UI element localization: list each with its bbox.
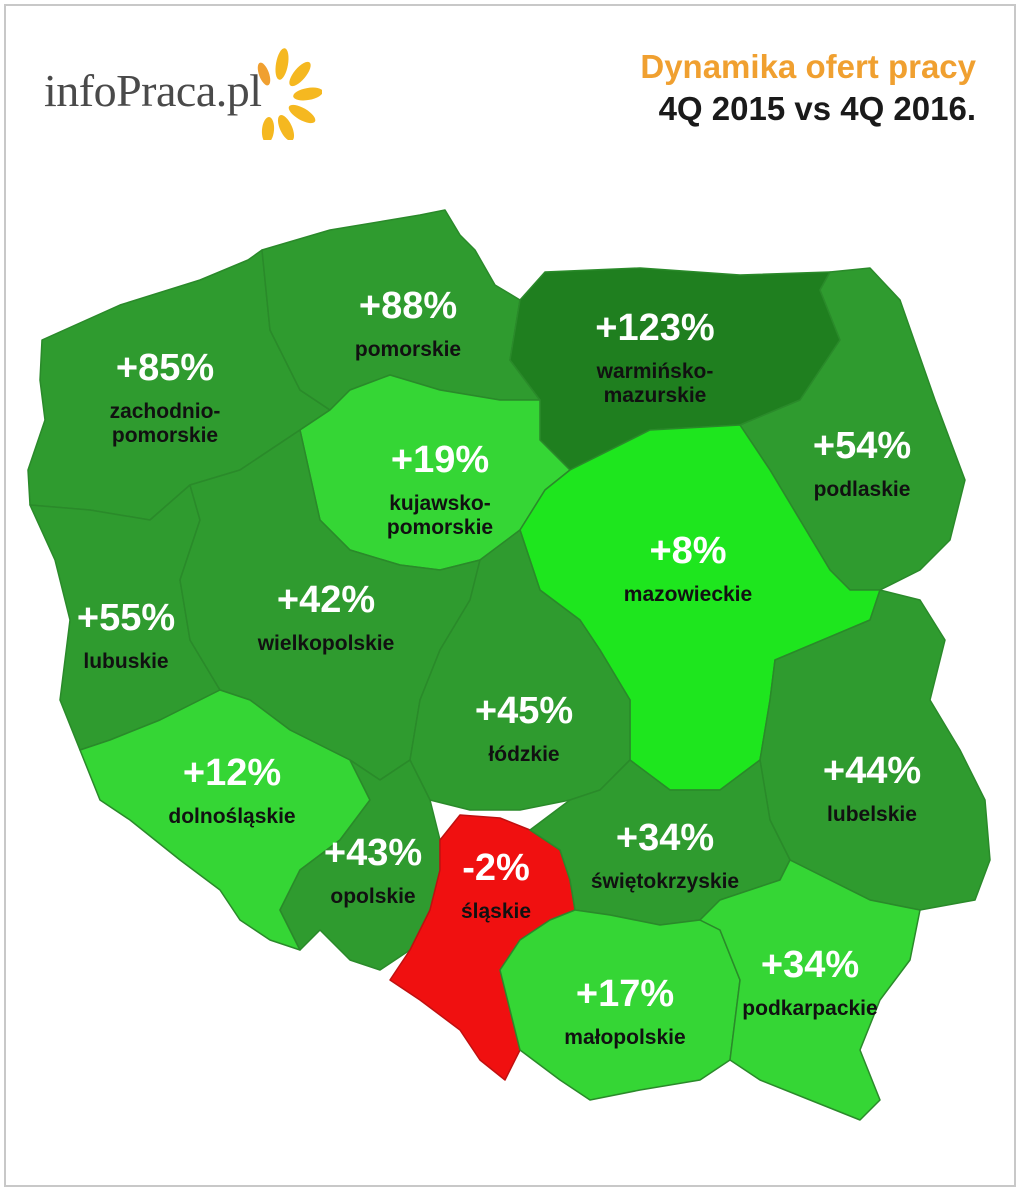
region-label-podlaskie: podlaskie	[814, 478, 911, 501]
region-value-lubuskie: +55%	[77, 597, 175, 639]
title-line-1: Dynamika ofert pracy	[640, 48, 976, 85]
logo-text: infoPraca.pl	[44, 65, 262, 116]
region-label-kujawsko-pomorskie: kujawsko-	[389, 492, 491, 515]
region-value-warminsko-mazurskie: +123%	[595, 307, 714, 349]
region-value-lubelskie: +44%	[823, 750, 921, 792]
region-value-podkarpackie: +34%	[761, 944, 859, 986]
region-value-kujawsko-pomorskie: +19%	[391, 439, 489, 481]
region-label-lodzkie: łódzkie	[488, 743, 559, 766]
region-value-mazowieckie: +8%	[649, 530, 726, 572]
region-label-mazowieckie: mazowieckie	[624, 583, 752, 606]
image-frame	[4, 4, 1016, 1187]
region-value-podlaskie: +54%	[813, 425, 911, 467]
region-label-swietokrzyskie: świętokrzyskie	[591, 870, 739, 893]
infopraca-logo: infoPraca.pl	[44, 44, 324, 140]
region-label-zachodniopomorskie: pomorskie	[112, 424, 218, 447]
region-value-zachodniopomorskie: +85%	[116, 347, 214, 389]
region-label-malopolskie: małopolskie	[564, 1026, 685, 1049]
region-opolskie	[279, 759, 441, 971]
region-podkarpackie	[699, 859, 921, 1121]
region-label-lubelskie: lubelskie	[827, 803, 917, 826]
region-label-podkarpackie: podkarpackie	[742, 997, 877, 1020]
sun-rays-icon	[257, 48, 322, 140]
region-label-pomorskie: pomorskie	[355, 338, 461, 361]
title-line-2: 4Q 2015 vs 4Q 2016.	[658, 90, 976, 127]
region-label-warminsko-mazurskie: warmińsko-	[596, 360, 714, 383]
region-value-opolskie: +43%	[324, 832, 422, 874]
region-label-wielkopolskie: wielkopolskie	[257, 632, 395, 655]
region-label-slaskie: śląskie	[461, 900, 531, 923]
region-value-lodzkie: +45%	[475, 690, 573, 732]
region-value-dolnoslaskie: +12%	[183, 752, 281, 794]
region-label-opolskie: opolskie	[330, 885, 415, 908]
region-label-dolnoslaskie: dolnośląskie	[168, 805, 295, 828]
region-malopolskie	[499, 909, 741, 1101]
region-label-zachodniopomorskie: zachodnio-	[110, 400, 221, 423]
region-label-warminsko-mazurskie: mazurskie	[604, 384, 707, 407]
region-value-wielkopolskie: +42%	[277, 579, 375, 621]
region-label-lubuskie: lubuskie	[83, 650, 168, 673]
map-title: Dynamika ofert pracy 4Q 2015 vs 4Q 2016.	[640, 48, 976, 128]
region-value-malopolskie: +17%	[576, 973, 674, 1015]
region-label-kujawsko-pomorskie: pomorskie	[387, 516, 493, 539]
region-value-slaskie: -2%	[462, 847, 530, 889]
region-value-pomorskie: +88%	[359, 285, 457, 327]
region-value-swietokrzyskie: +34%	[616, 817, 714, 859]
